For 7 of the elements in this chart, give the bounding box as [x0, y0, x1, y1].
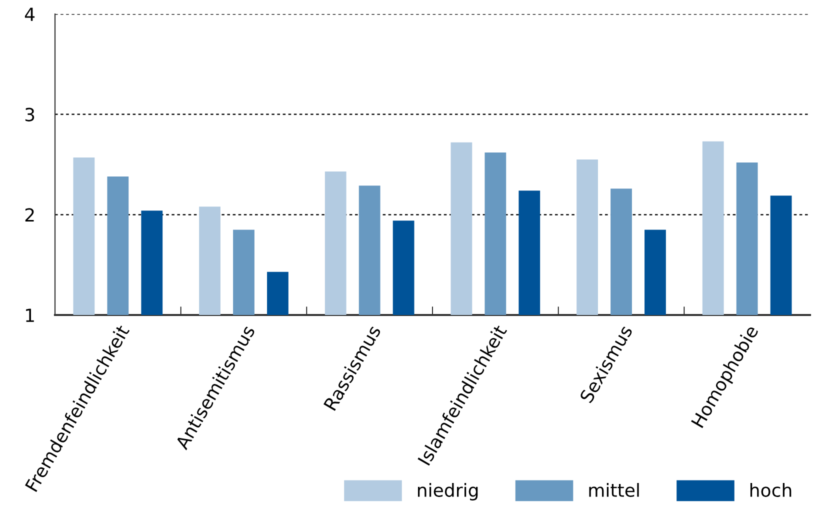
legend-label: niedrig [418, 483, 478, 500]
legend-label: hoch [750, 483, 792, 497]
legend-label: mittel [589, 483, 639, 497]
y-tick-label: 4 [24, 8, 35, 21]
y-tick-label: 3 [25, 108, 34, 122]
y-tick-label: 2 [25, 208, 34, 222]
y-tick-label: 1 [26, 308, 34, 322]
